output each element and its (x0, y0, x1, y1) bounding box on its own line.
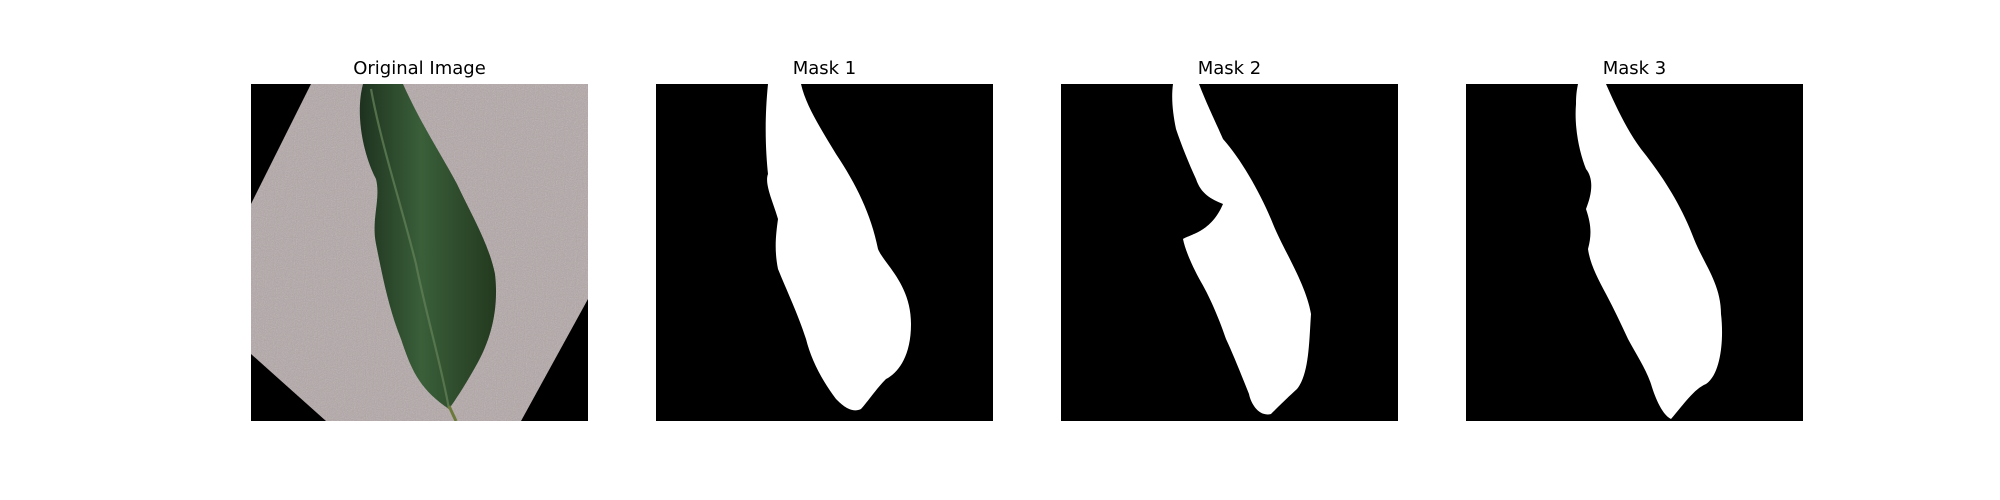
mask-2-image (1061, 84, 1398, 421)
leaf-shape (359, 84, 497, 409)
panel-title: Mask 1 (792, 58, 857, 79)
original-image-panel: Original Image (251, 0, 588, 500)
mask-2-panel: Mask 2 (1061, 0, 1398, 500)
leaf-midrib (369, 88, 451, 410)
original-image (251, 84, 588, 421)
mask-3-region (1575, 84, 1723, 419)
mask-3-image (1466, 84, 1803, 421)
mask-3-panel: Mask 3 (1466, 0, 1803, 500)
mask-2-region (1172, 84, 1311, 415)
mask-1-panel: Mask 1 (656, 0, 993, 500)
panel-title: Original Image (353, 58, 486, 79)
panel-title: Mask 2 (1197, 58, 1262, 79)
leaf-stem (447, 405, 458, 421)
panel-title: Mask 3 (1602, 58, 1667, 79)
mask-1-image (656, 84, 993, 421)
mask-1-region (765, 84, 911, 411)
